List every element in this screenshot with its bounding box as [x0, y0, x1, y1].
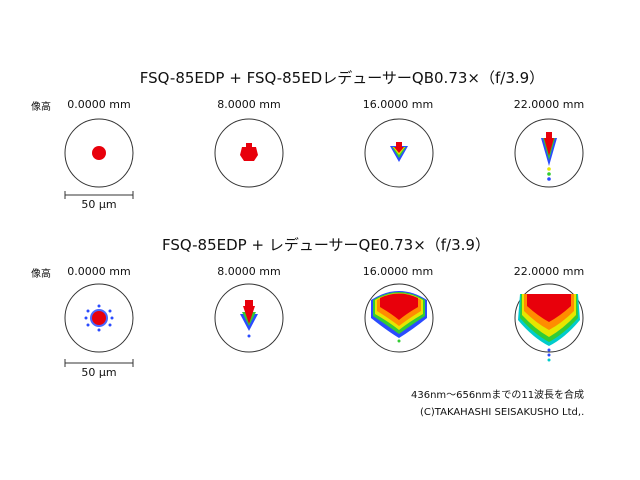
row1-field-label-3: 16.0000 mm	[362, 98, 434, 111]
row2-field-label-4: 22.0000 mm	[513, 265, 585, 278]
row2-field-label-2: 8.0000 mm	[217, 265, 281, 278]
row2-title: FSQ-85EDP + レデューサーQE0.73×（f/3.9）	[162, 236, 490, 254]
row2-scale-bar	[64, 359, 134, 367]
row1-spot-2	[214, 118, 284, 188]
row2-field-label-3: 16.0000 mm	[362, 265, 434, 278]
row2-field-label-1: 0.0000 mm	[67, 265, 131, 278]
row1-scale-label: 50 μm	[81, 198, 117, 211]
row2-scale-label: 50 μm	[81, 366, 117, 379]
row1-scale-bar	[64, 191, 134, 199]
row1-spot-3	[364, 118, 434, 188]
row1-field-label-1: 0.0000 mm	[67, 98, 131, 111]
row1-field-label-2: 8.0000 mm	[217, 98, 281, 111]
row2-image-height-label: 像高	[31, 269, 51, 280]
row1-image-height-label: 像高	[31, 102, 51, 113]
copyright-note: (C)TAKAHASHI SEISAKUSHO Ltd,.	[420, 407, 585, 418]
row2-spot-4	[514, 283, 584, 362]
row1-spot-4	[514, 118, 584, 188]
row1-field-label-4: 22.0000 mm	[513, 98, 585, 111]
row1-title: FSQ-85EDP + FSQ-85EDレデューサーQB0.73×（f/3.9）	[139, 69, 545, 87]
row1-spot-1	[64, 118, 134, 188]
wavelength-note: 436nm～656nmまでの11波長を合成	[411, 390, 585, 401]
row2-spot-1	[64, 283, 134, 353]
row2-spot-2	[214, 283, 284, 353]
row2-spot-3	[364, 283, 434, 353]
